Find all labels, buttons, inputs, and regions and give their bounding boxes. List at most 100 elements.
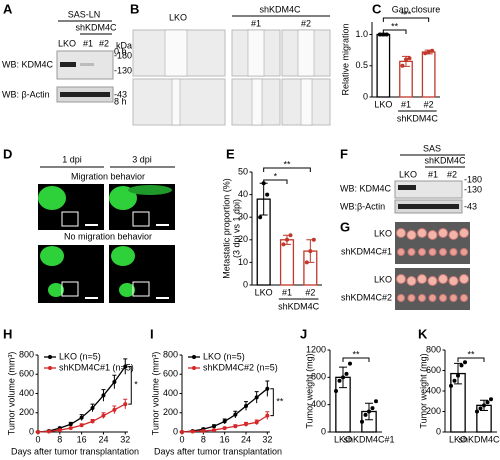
y-tick-label: 0 <box>173 426 178 436</box>
data-point <box>222 419 227 424</box>
x-tick-label: 8 <box>201 434 206 444</box>
tumor <box>439 248 447 256</box>
tumors <box>396 228 469 302</box>
row-label: WB:β-Actin <box>340 201 385 211</box>
x-tick-label: LKO <box>334 434 352 444</box>
significance-bracket <box>382 17 430 22</box>
data-point <box>265 386 270 391</box>
tumor <box>427 276 438 286</box>
panel-label: C <box>372 1 382 16</box>
significance-label: ** <box>352 349 360 359</box>
panel-label: B <box>130 1 139 16</box>
tumor <box>459 228 469 238</box>
panel-label: E <box>226 146 235 161</box>
data-point <box>254 395 259 400</box>
significance-bracket <box>457 357 485 362</box>
data-point <box>68 422 73 427</box>
data-point <box>337 378 342 383</box>
lane-label: LKO <box>169 12 187 22</box>
legend-marker <box>48 366 52 370</box>
x-tick-label: LKO <box>255 287 273 297</box>
x-tick-label: 0 <box>179 434 184 444</box>
marker: -130 <box>464 184 482 194</box>
data-point <box>463 360 467 365</box>
panel-label: D <box>3 146 12 161</box>
lane-label: LKO <box>399 169 417 179</box>
y-tick-label: 200 <box>163 407 178 417</box>
data-point <box>90 419 95 424</box>
significance-label: ** <box>276 397 284 407</box>
significance-label: ** <box>391 21 399 31</box>
data-point <box>407 56 412 61</box>
data-point <box>381 32 386 37</box>
x-tick-label: 24 <box>98 434 108 444</box>
y-tick-label: 20 <box>238 234 248 244</box>
tumor <box>406 276 417 286</box>
lane-label: #2 <box>447 169 457 179</box>
legend-marker <box>192 355 196 359</box>
y-axis-label: Tumor weight (mg) <box>418 353 428 428</box>
marker: -180 <box>114 50 132 60</box>
data-point <box>363 412 368 417</box>
data-point <box>370 406 375 411</box>
row-label: WB: KDM4C <box>2 59 54 69</box>
row-label: No migration behavior <box>64 231 152 241</box>
error-bar <box>454 362 462 385</box>
x-axis-label: Days after tumor transplantation <box>154 446 282 456</box>
time-label: 8 h <box>114 96 127 106</box>
x-tick-label: LKO <box>374 99 392 109</box>
legend-marker <box>48 355 52 359</box>
data-point <box>374 399 378 404</box>
legend-label: shKDM4C#2 (n=5) <box>203 362 278 372</box>
band <box>60 92 110 97</box>
data-point <box>201 429 206 434</box>
data-point <box>288 233 293 238</box>
data-point <box>384 32 389 37</box>
tumor-images <box>395 222 470 310</box>
row-label: Migration behavior <box>71 171 145 181</box>
tumor <box>448 276 459 286</box>
data-point <box>190 429 195 434</box>
significance-bracket <box>342 357 370 362</box>
data-point <box>265 413 270 418</box>
tumor <box>449 248 458 256</box>
bar <box>421 51 436 98</box>
panel-label: G <box>340 219 350 234</box>
data-point <box>90 405 95 410</box>
data-point <box>123 364 128 369</box>
x-tick-label: 24 <box>241 434 251 444</box>
group-label: shKDM4C <box>278 301 320 311</box>
tumor <box>407 294 416 302</box>
y-tick-label: 400 <box>19 388 34 398</box>
series-line <box>37 366 126 433</box>
tumor <box>460 294 468 302</box>
y-axis-label: Tumor volume (mm³) <box>150 352 160 436</box>
panel-label: I <box>150 326 154 341</box>
data-point <box>222 426 227 431</box>
tumor <box>396 274 406 284</box>
y-tick-label: 200 <box>19 407 34 417</box>
significance-bracket <box>128 366 132 405</box>
data-point <box>400 63 405 68</box>
data-point <box>475 409 479 414</box>
tumor <box>418 248 426 256</box>
tumor <box>428 248 437 256</box>
data-point <box>367 409 371 414</box>
y-tick-label: 0 <box>321 426 326 436</box>
y-tick-label: 30 <box>238 212 248 222</box>
panel-label: H <box>3 326 12 341</box>
bar <box>279 239 295 286</box>
y-tick-label: 0 <box>243 279 248 289</box>
lane-label: #1 <box>251 18 261 28</box>
data-point <box>101 413 106 418</box>
zebrafish-images <box>38 184 175 303</box>
y-tick-label: 600 <box>163 369 178 379</box>
data-point <box>426 50 431 54</box>
tumor <box>417 274 427 284</box>
data-point <box>180 430 184 434</box>
tumor <box>418 294 426 302</box>
data-point <box>311 237 316 242</box>
significance-bracket <box>270 388 274 417</box>
y-tick-label: 0 <box>363 91 368 101</box>
